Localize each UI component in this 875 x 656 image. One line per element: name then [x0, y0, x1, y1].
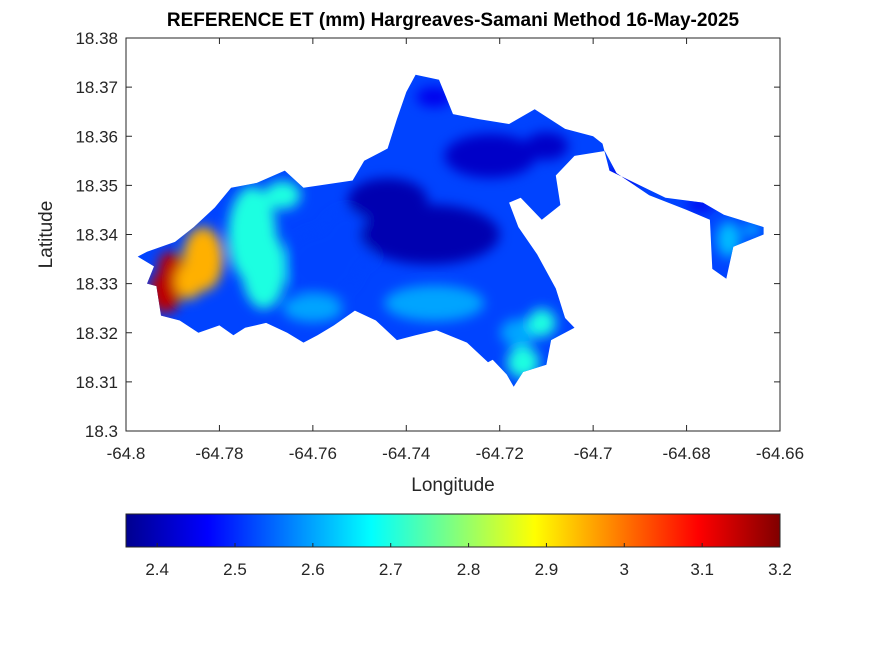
- y-tick-label: 18.38: [75, 29, 118, 48]
- colorbar-tick-label: 3.2: [768, 560, 792, 579]
- x-tick-label: -64.68: [662, 444, 710, 463]
- x-tick-label: -64.8: [107, 444, 146, 463]
- et-region-blob: [384, 285, 485, 322]
- chart-title: REFERENCE ET (mm) Hargreaves-Samani Meth…: [167, 10, 740, 31]
- y-tick-label: 18.31: [75, 373, 118, 392]
- et-region-blob: [524, 132, 569, 161]
- et-region-blob: [500, 318, 537, 347]
- et-region-blob: [282, 294, 343, 323]
- y-tick-label: 18.35: [75, 176, 118, 195]
- colorbar-tick-label: 2.7: [379, 560, 403, 579]
- colorbar-ticks: 2.4 2.5 2.6 2.7 2.8 2.9 3 3.1 3.2: [145, 543, 792, 579]
- et-region-blob: [264, 181, 301, 210]
- y-tick-label: 18.33: [75, 275, 118, 294]
- x-axis-label: Longitude: [411, 475, 494, 496]
- et-region-blob: [175, 263, 204, 300]
- et-region-blob: [347, 178, 428, 223]
- et-region-blob: [416, 86, 453, 107]
- colorbar-tick-label: 2.6: [301, 560, 325, 579]
- y-tick-label: 18.36: [75, 127, 118, 146]
- y-tick-label: 18.37: [75, 78, 118, 97]
- x-tick-label: -64.7: [574, 444, 613, 463]
- et-region-blob: [743, 223, 760, 236]
- y-tick-label: 18.3: [85, 422, 118, 441]
- colorbar-tick-label: 2.9: [535, 560, 559, 579]
- et-region-blob: [527, 308, 556, 337]
- y-axis-label: Latitude: [36, 201, 57, 269]
- x-tick-label: -64.74: [382, 444, 430, 463]
- x-tick-label: -64.76: [289, 444, 337, 463]
- colorbar-tick-label: 3: [620, 560, 629, 579]
- colorbar-tick-label: 2.4: [145, 560, 169, 579]
- colorbar-tick-label: 3.1: [690, 560, 714, 579]
- et-region-blob: [444, 133, 537, 178]
- et-region-blob: [241, 228, 286, 309]
- y-tick-label: 18.32: [75, 324, 118, 343]
- x-tick-label: -64.78: [195, 444, 243, 463]
- colorbar-tick-label: 2.8: [457, 560, 481, 579]
- et-region-blob: [158, 251, 183, 276]
- x-axis-ticks: -64.8 -64.78 -64.76 -64.74 -64.72 -64.7 -64.68…: [107, 38, 804, 463]
- colorbar: [125, 513, 781, 548]
- colorbar-tick-label: 2.5: [223, 560, 247, 579]
- x-tick-label: -64.66: [756, 444, 804, 463]
- x-tick-label: -64.72: [476, 444, 524, 463]
- y-tick-label: 18.34: [75, 226, 118, 245]
- y-axis-ticks: 18.3 18.31 18.32 18.33 18.34 18.35 18.36 18.37 1…: [75, 29, 780, 441]
